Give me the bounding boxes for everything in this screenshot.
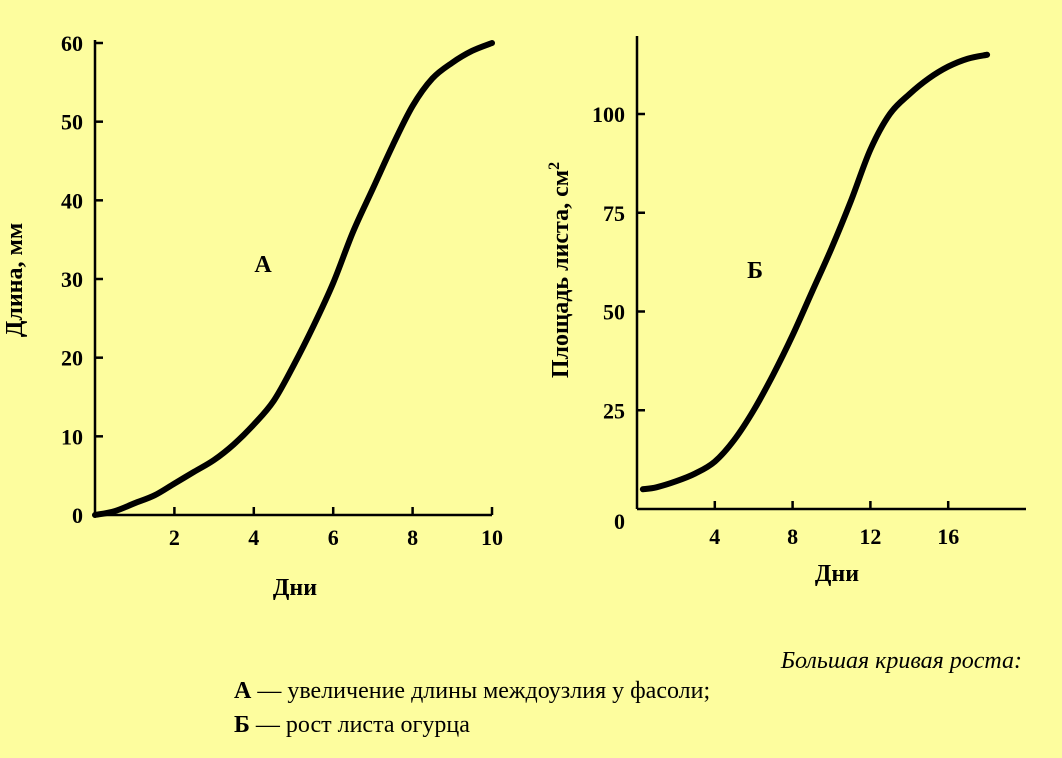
chart-a-panel-label: А (254, 252, 272, 278)
chart-a-y-tick-label: 0 (72, 503, 83, 528)
chart-a-y-tick-label: 40 (61, 188, 83, 213)
caption-item-a-text: — увеличение длины междоузлия у фасоли; (251, 678, 711, 704)
chart-b-x-tick-label: 4 (709, 524, 720, 549)
caption-item-b-key: Б (234, 712, 250, 738)
chart-a-growth-curve (92, 40, 495, 518)
chart-a-y-tick-label: 60 (61, 31, 83, 56)
figure-caption: Большая кривая роста: А — увеличение дли… (0, 640, 1062, 750)
caption-item-a-key: А (234, 678, 252, 704)
chart-b-x-tick-label: 16 (937, 524, 959, 549)
chart-a-y-tick-label: 50 (61, 110, 83, 135)
chart-a-y-tick-label: 10 (61, 424, 83, 449)
chart-a-x-tick-label: 10 (481, 525, 503, 550)
chart-b-x-tick-label: 12 (859, 524, 881, 549)
chart-a-y-tick-label: 30 (61, 267, 83, 292)
caption-item-a: А — увеличение длины междоузлия у фасоли… (234, 678, 710, 705)
chart-a-x-tick-label: 4 (248, 525, 259, 550)
chart-a-x-axis-title: Дни (273, 575, 317, 601)
caption-item-b: Б — рост листа огурца (234, 712, 470, 739)
chart-b-y-tick-label: 75 (603, 201, 625, 226)
chart-b-x-tick-label: 8 (787, 524, 798, 549)
chart-b-y-tick-label-zero: 0 (614, 509, 625, 534)
chart-a-x-tick-label: 2 (169, 525, 180, 550)
chart-b-growth-curve (639, 51, 991, 493)
chart-b-x-axis-title: Дни (815, 561, 859, 587)
chart-b-y-tick-label: 25 (603, 398, 625, 423)
caption-title: Большая кривая роста: (780, 648, 1022, 674)
chart-b-panel-label: Б (747, 258, 763, 284)
chart-b-y-tick-label: 100 (592, 102, 625, 127)
chart-a-x-tick-label: 8 (407, 525, 418, 550)
chart-a-y-tick-label: 20 (61, 346, 83, 371)
chart-a-y-axis-title: Длина, мм (2, 223, 28, 337)
caption-item-b-text: — рост листа огурца (249, 712, 470, 738)
chart-a-x-tick-label: 6 (328, 525, 339, 550)
chart-b-y-axis-title: Площадь листа, см2 (546, 162, 574, 378)
chart-b-y-tick-label: 50 (603, 300, 625, 325)
